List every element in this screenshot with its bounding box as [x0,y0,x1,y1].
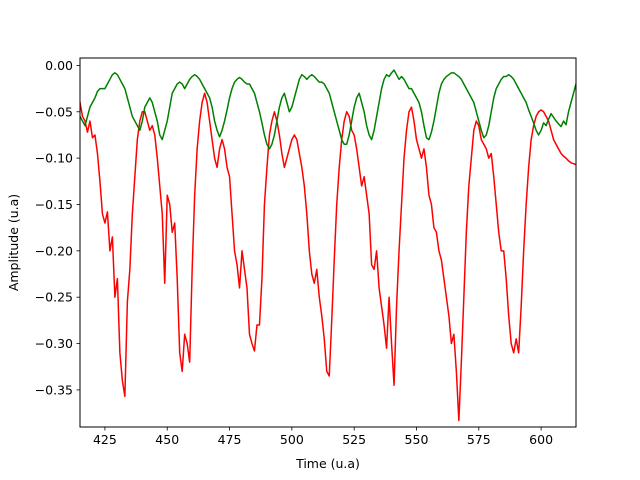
x-tick-label: 525 [342,432,366,447]
y-tick-label: −0.20 [35,243,73,258]
x-tick-label: 500 [280,432,304,447]
plot-area [80,58,576,427]
x-tick-label: 475 [218,432,242,447]
x-axis: 425 450 475 500 525 550 575 600 [93,427,553,447]
series-layer [80,69,576,422]
y-tick-label: −0.05 [35,104,73,119]
series-line-2 [80,69,576,150]
x-tick-label: 450 [155,432,179,447]
plot-frame [79,57,577,428]
x-tick-label: 550 [405,432,429,447]
y-tick-label: −0.25 [35,290,73,305]
x-axis-label: Time (u.a) [295,456,360,471]
series-line-1 [80,92,576,422]
y-tick-label: −0.15 [35,197,73,212]
y-axis: 0.00 −0.05 −0.10 −0.15 −0.20 −0.25 −0.30 −0.35 [35,58,80,397]
y-tick-label: −0.10 [35,151,73,166]
x-tick-label: 600 [529,432,553,447]
y-tick-label: −0.30 [35,336,73,351]
y-tick-label: −0.35 [35,382,73,397]
y-tick-label: 0.00 [45,58,73,73]
y-axis-label: Amplitude (u.a) [6,194,21,291]
x-tick-label: 425 [93,432,117,447]
x-tick-label: 575 [467,432,491,447]
